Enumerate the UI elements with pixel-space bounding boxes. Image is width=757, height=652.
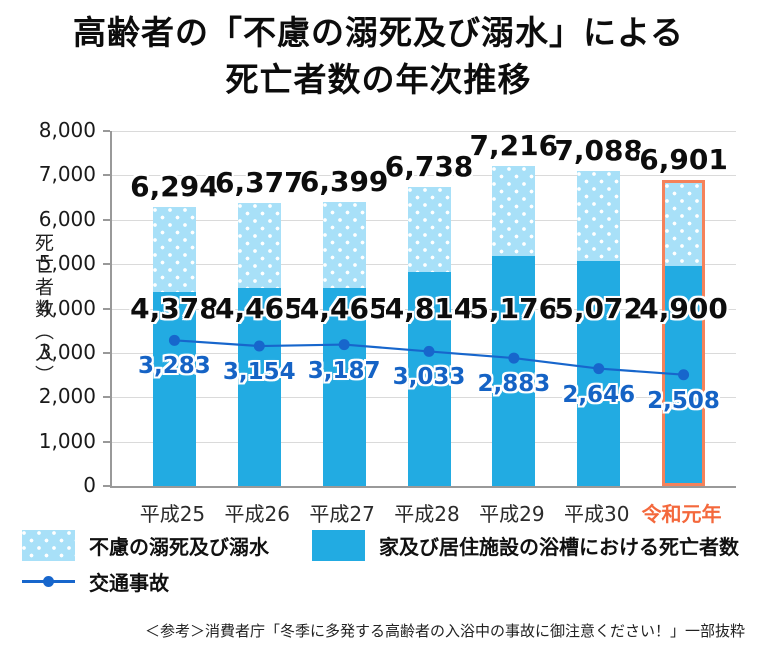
bar-total-value-label: 6,901 bbox=[639, 142, 728, 176]
y-axis-tick-label: 0 bbox=[83, 473, 96, 497]
legend-label-traffic: 交通事故 bbox=[89, 571, 169, 595]
x-axis-category-label: 平成28 bbox=[394, 502, 460, 526]
legend-item-drowning: 不慮の溺死及び溺水 bbox=[22, 530, 269, 561]
bar-segment-bathtub-deaths bbox=[407, 272, 451, 486]
legend-label-drowning: 不慮の溺死及び溺水 bbox=[89, 535, 269, 559]
bar-lower-value-label: 4,465 bbox=[299, 291, 389, 325]
gridline bbox=[112, 131, 736, 132]
y-axis-tick-label: 8,000 bbox=[38, 118, 96, 142]
chart: 死亡者数（人） 6,294 4,378 3,283 6,377 4,465 3,154 6,… bbox=[32, 118, 736, 526]
stacked-bar bbox=[662, 179, 706, 486]
chart-title-line2: 死亡者数の年次推移 bbox=[225, 59, 532, 99]
source-note: ＜参考＞消費者庁「冬季に多発する高齢者の入浴中の事故に御注意ください！」一部抜粋 bbox=[144, 622, 745, 640]
line-value-label: 2,883 bbox=[477, 371, 551, 398]
stacked-bar bbox=[152, 206, 196, 486]
chart-title-line1: 高齢者の「不慮の溺死及び溺水」による bbox=[72, 13, 684, 52]
stacked-bar bbox=[322, 202, 366, 486]
line-value-label: 3,033 bbox=[392, 364, 466, 391]
y-axis-tick bbox=[103, 485, 110, 487]
solid-swatch-icon bbox=[312, 530, 365, 561]
x-axis-category-label: 平成29 bbox=[479, 502, 545, 526]
bar-segment-bathtub-deaths bbox=[152, 291, 196, 486]
y-axis-tick-label: 1,000 bbox=[38, 428, 96, 453]
y-axis-tick-label: 7,000 bbox=[38, 162, 96, 187]
line-value-label: 3,187 bbox=[307, 357, 381, 384]
stacked-bar bbox=[577, 171, 621, 486]
bar-lower-value-label: 5,176 bbox=[469, 291, 559, 325]
gridline bbox=[112, 175, 736, 177]
bar-total-value-label: 6,399 bbox=[299, 165, 389, 199]
bar-total-value-label: 7,088 bbox=[554, 134, 643, 168]
x-axis-category-label: 平成30 bbox=[563, 502, 630, 526]
y-axis-tick bbox=[103, 174, 110, 177]
line-value-label: 2,508 bbox=[647, 387, 720, 414]
line-value-label: 2,646 bbox=[562, 381, 636, 408]
legend-label-bathtub: 家及び居住施設の浴槽における死亡者数 bbox=[379, 535, 739, 559]
y-axis-tick bbox=[103, 440, 110, 443]
y-axis-tick-label: 5,000 bbox=[38, 251, 96, 276]
y-axis-tick bbox=[103, 218, 110, 221]
y-axis-tick-label: 6,000 bbox=[38, 206, 96, 231]
y-axis-tick-label: 4,000 bbox=[38, 295, 96, 320]
x-axis-category-label: 令和元年 bbox=[641, 502, 722, 526]
line-value-label: 3,283 bbox=[138, 353, 211, 380]
x-axis-labels: 平成25 平成26 平成27 平成28 平成29 平成30 令和元年 bbox=[110, 492, 734, 526]
y-axis-tick bbox=[103, 130, 110, 132]
plot-area: 6,294 4,378 3,283 6,377 4,465 3,154 6,399 4,465… bbox=[110, 128, 736, 488]
x-axis-category-label: 平成27 bbox=[309, 502, 375, 526]
stacked-bar bbox=[407, 187, 451, 486]
y-axis-title: 死亡者数（人） bbox=[32, 233, 54, 387]
bar-total-value-label: 7,216 bbox=[469, 128, 559, 162]
line-marker-swatch-icon bbox=[22, 566, 75, 597]
line-value-label: 3,154 bbox=[222, 359, 296, 386]
y-axis-tick-label: 2,000 bbox=[38, 384, 96, 409]
bar-total-value-label: 6,377 bbox=[214, 166, 304, 200]
x-axis-category-label: 平成25 bbox=[139, 502, 206, 526]
y-axis-tick-label: 3,000 bbox=[38, 339, 96, 364]
x-axis-category-label: 平成26 bbox=[224, 502, 291, 526]
bar-total-value-label: 6,294 bbox=[130, 169, 219, 203]
chart-title: 高齢者の「不慮の溺死及び溺水」による 死亡者数の年次推移 bbox=[0, 10, 757, 104]
dotted-swatch-icon bbox=[22, 530, 75, 561]
stacked-bar bbox=[492, 165, 536, 486]
y-axis-tick bbox=[103, 396, 110, 399]
bar-lower-value-label: 5,072 bbox=[554, 291, 643, 325]
y-axis-tick bbox=[103, 307, 110, 310]
y-axis-tick bbox=[103, 263, 110, 266]
bar-segment-bathtub-deaths bbox=[322, 287, 366, 486]
bar-lower-value-label: 4,378 bbox=[130, 291, 219, 325]
y-axis-tick bbox=[103, 351, 110, 354]
bar-lower-value-label: 4,814 bbox=[384, 291, 474, 325]
bar-lower-value-label: 4,900 bbox=[639, 291, 728, 325]
legend-item-bathtub: 家及び居住施設の浴槽における死亡者数 bbox=[312, 530, 739, 561]
bar-lower-value-label: 4,465 bbox=[214, 291, 304, 325]
bar-total-value-label: 6,738 bbox=[384, 150, 474, 184]
stacked-bar bbox=[237, 203, 281, 486]
bar-segment-bathtub-deaths bbox=[237, 287, 281, 486]
legend-item-traffic: 交通事故 bbox=[22, 566, 169, 597]
